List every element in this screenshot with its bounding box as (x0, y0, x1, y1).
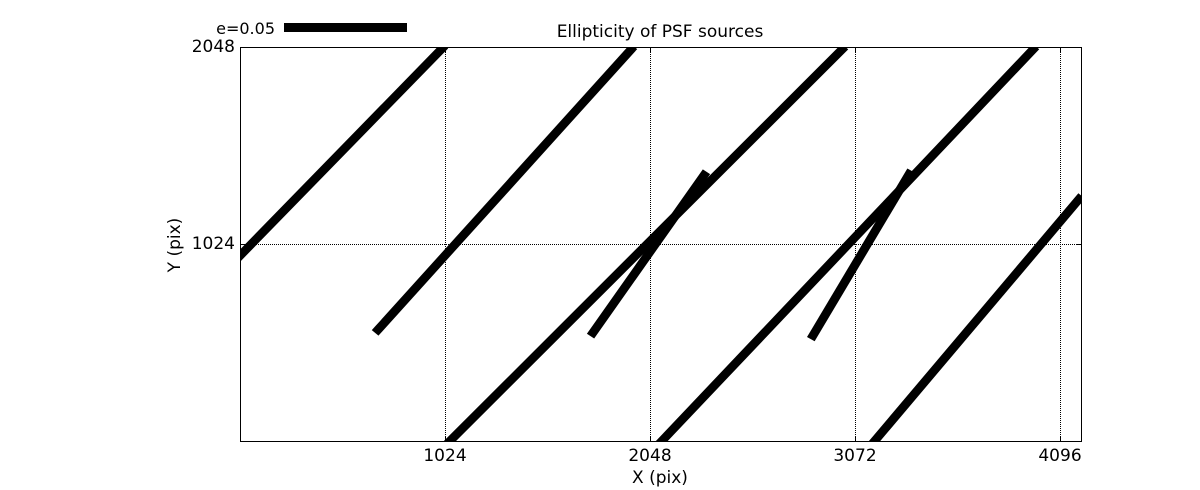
y-tick-mark-1024 (241, 244, 246, 245)
whisker-segment-6 (586, 169, 711, 339)
x-tick-mark-top-3072 (855, 48, 856, 53)
x-tick-mark-2048 (650, 436, 651, 441)
x-tick-label-4096: 4096 (1038, 446, 1082, 466)
whisker-plot-canvas (241, 48, 1081, 441)
y-tick-label-2048: 2048 (191, 37, 235, 57)
x-tick-mark-3072 (855, 436, 856, 441)
whisker-segment-7 (806, 168, 916, 342)
x-tick-mark-1024 (445, 436, 446, 441)
x-tick-label-3072: 3072 (833, 446, 877, 466)
x-tick-label-2048: 2048 (628, 446, 672, 466)
chart-title: Ellipticity of PSF sources (556, 22, 764, 42)
plot-area (240, 47, 1082, 442)
legend-label: e=0.05 (216, 19, 275, 38)
x-tick-mark-top-4096 (1060, 48, 1061, 53)
whisker-segment-2 (371, 48, 638, 336)
whisker-segment-5 (868, 193, 1081, 441)
x-axis-label: X (pix) (632, 468, 688, 488)
y-tick-mark-right-1024 (1076, 244, 1081, 245)
y-axis-label: Y (pix) (165, 217, 185, 273)
x-tick-label-1024: 1024 (423, 446, 467, 466)
gridline-y-1024 (241, 244, 1081, 245)
whisker-segment-4 (655, 48, 1040, 441)
x-tick-mark-top-2048 (650, 48, 651, 53)
whisker-segment-3 (443, 48, 849, 441)
whisker-segment-1 (241, 48, 449, 261)
legend-scale-bar (284, 23, 407, 32)
y-tick-label-1024: 1024 (191, 234, 235, 254)
x-tick-mark-4096 (1060, 436, 1061, 441)
x-tick-mark-top-1024 (445, 48, 446, 53)
